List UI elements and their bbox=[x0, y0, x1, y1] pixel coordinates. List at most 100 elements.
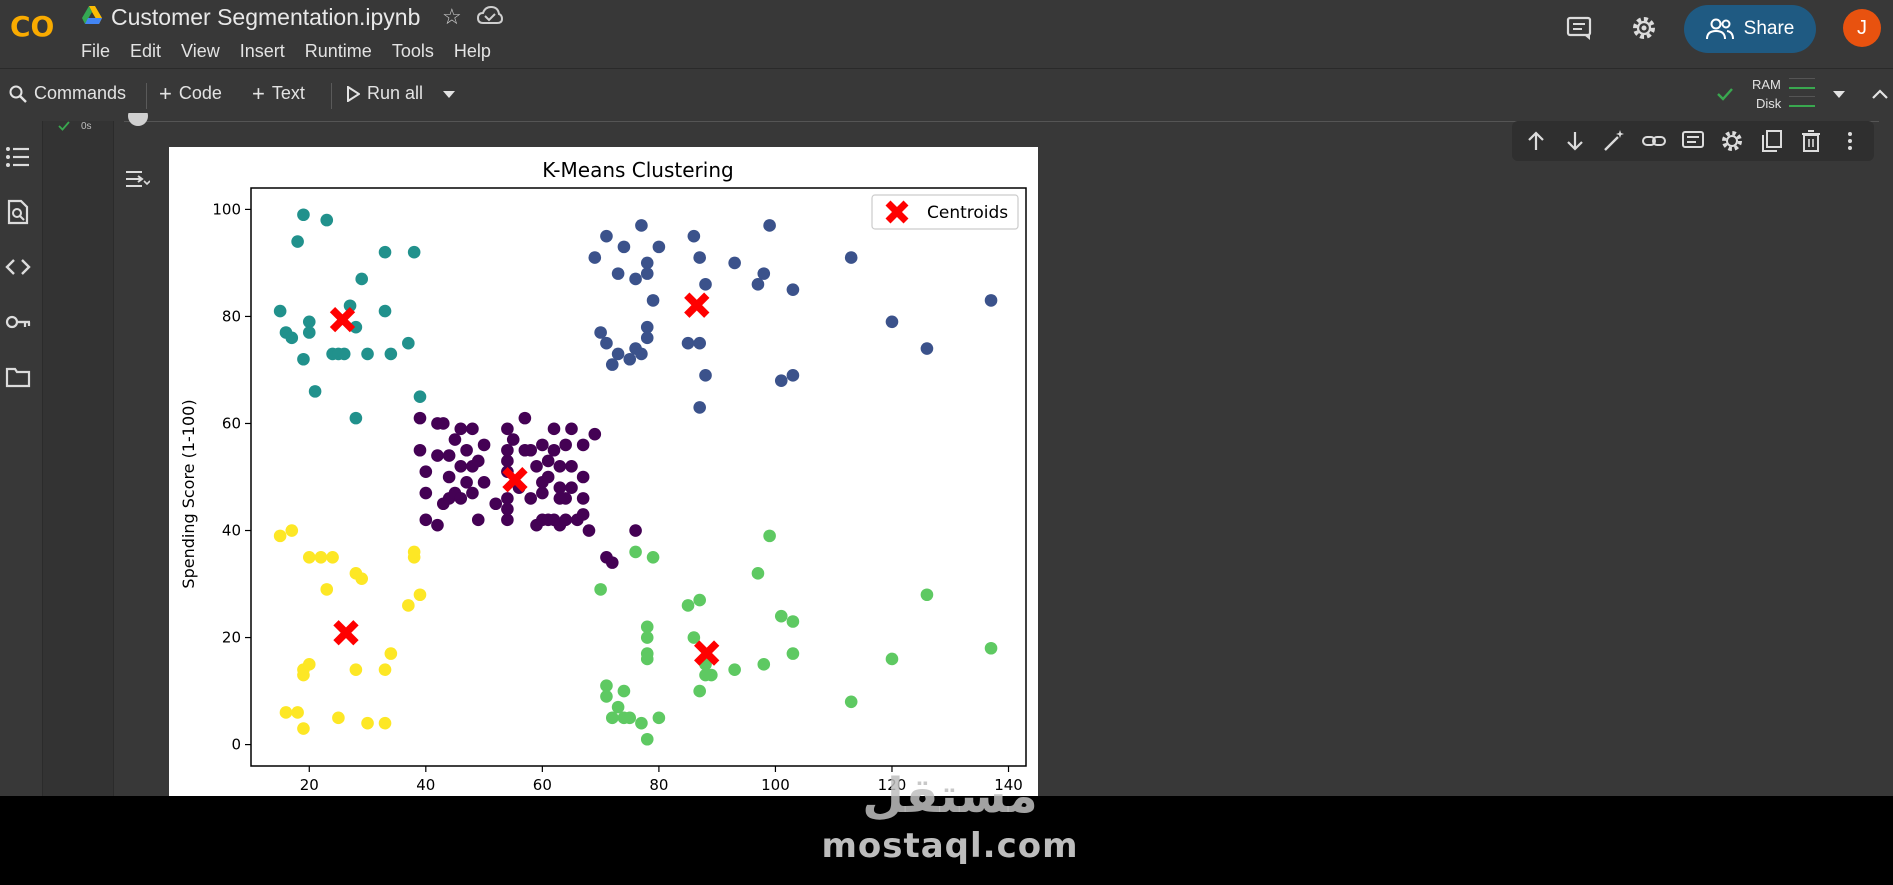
cluster-2-point bbox=[308, 385, 322, 398]
cluster-0-point bbox=[442, 470, 456, 484]
comment-icon[interactable] bbox=[1681, 129, 1705, 153]
collapse-chevron-up-icon[interactable] bbox=[1872, 89, 1888, 99]
execution-time: 0s bbox=[81, 121, 92, 132]
output-actions-icon[interactable] bbox=[124, 168, 150, 190]
settings-gear-icon[interactable] bbox=[1629, 13, 1659, 43]
cluster-1-point bbox=[693, 401, 706, 414]
more-vert-icon[interactable] bbox=[1838, 129, 1862, 153]
google-drive-icon[interactable] bbox=[82, 6, 102, 24]
star-icon[interactable]: ☆ bbox=[442, 4, 462, 29]
x-tick-label: 60 bbox=[533, 776, 552, 794]
code-label: Code bbox=[178, 83, 222, 103]
cluster-0-point bbox=[565, 481, 578, 495]
notebook-toolbar: Commands + Code + Text Run all RAM Disk bbox=[0, 68, 1893, 122]
cluster-1-point bbox=[646, 294, 660, 307]
cluster-4-point bbox=[355, 572, 369, 585]
cluster-0-point bbox=[588, 427, 602, 441]
find-replace-icon[interactable] bbox=[5, 199, 31, 225]
cluster-2-point bbox=[320, 213, 334, 227]
cluster-0-point bbox=[501, 492, 514, 505]
cluster-2-point bbox=[384, 347, 398, 361]
centroid-markers bbox=[329, 292, 720, 666]
menu-tools[interactable]: Tools bbox=[391, 41, 434, 61]
plus-icon: + bbox=[159, 80, 172, 106]
cluster-0-point bbox=[448, 433, 462, 446]
cluster-1-point bbox=[640, 267, 654, 280]
cluster-4-point bbox=[361, 716, 374, 730]
data-points bbox=[273, 208, 998, 746]
link-icon[interactable] bbox=[1641, 129, 1666, 153]
cluster-1-point bbox=[635, 219, 648, 232]
menu-edit[interactable]: Edit bbox=[130, 41, 162, 61]
cluster-0-point bbox=[419, 486, 433, 500]
cluster-2-point bbox=[349, 411, 363, 425]
cluster-3-point bbox=[984, 641, 998, 655]
menu-runtime[interactable]: Runtime bbox=[304, 41, 372, 61]
cluster-1-point bbox=[600, 336, 613, 350]
cluster-1-point bbox=[763, 219, 776, 232]
add-text-button[interactable]: + Text bbox=[252, 82, 305, 104]
cluster-4-point bbox=[297, 668, 310, 682]
cluster-0-point bbox=[576, 508, 590, 521]
cluster-1-point bbox=[920, 342, 934, 355]
resources-dropdown-icon[interactable] bbox=[1833, 91, 1845, 99]
ram-label: RAM bbox=[1752, 77, 1781, 92]
cluster-1-point bbox=[640, 256, 654, 270]
colab-logo[interactable]: CO bbox=[10, 10, 62, 42]
menu-help[interactable]: Help bbox=[453, 41, 491, 61]
run-all-dropdown-icon[interactable] bbox=[443, 91, 455, 99]
cluster-0-point bbox=[541, 470, 555, 484]
disk-usage-bar[interactable] bbox=[1789, 96, 1815, 107]
cluster-4-point bbox=[402, 599, 415, 612]
y-tick-label: 40 bbox=[222, 522, 241, 540]
run-cell-button-icon[interactable] bbox=[126, 113, 150, 127]
notebook-title[interactable]: Customer Segmentation.ipynb bbox=[111, 4, 421, 30]
cluster-1-point bbox=[984, 294, 998, 307]
files-folder-icon[interactable] bbox=[5, 364, 31, 390]
table-of-contents-icon[interactable] bbox=[5, 144, 31, 170]
comments-icon[interactable] bbox=[1564, 13, 1594, 43]
cluster-4-point bbox=[326, 550, 339, 564]
legend-box bbox=[871, 194, 1019, 230]
menu-insert[interactable]: Insert bbox=[239, 41, 285, 61]
add-code-button[interactable]: + Code bbox=[159, 80, 222, 106]
delete-icon[interactable] bbox=[1799, 129, 1823, 153]
commands-button[interactable]: Commands bbox=[9, 83, 126, 104]
cell-toolbar bbox=[1512, 121, 1874, 161]
menu-view[interactable]: View bbox=[181, 41, 220, 61]
user-avatar[interactable]: J bbox=[1843, 9, 1881, 47]
cluster-3-point bbox=[640, 631, 654, 644]
chart-title: K-Means Clustering bbox=[542, 158, 733, 182]
ram-usage-bar[interactable] bbox=[1789, 78, 1815, 89]
cluster-1-point bbox=[786, 369, 800, 382]
secrets-key-icon[interactable] bbox=[5, 309, 31, 335]
cluster-2-point bbox=[407, 245, 421, 259]
y-tick-label: 80 bbox=[222, 307, 241, 325]
cluster-1-point bbox=[611, 347, 625, 361]
cluster-2-point bbox=[378, 304, 392, 318]
cluster-0-point bbox=[559, 492, 572, 505]
cluster-1-point bbox=[640, 320, 654, 334]
cluster-0-point bbox=[431, 449, 444, 462]
move-down-icon[interactable] bbox=[1563, 129, 1587, 153]
connected-check-icon bbox=[1717, 88, 1733, 101]
share-button[interactable]: Share bbox=[1684, 5, 1816, 53]
axis-ticks: 20 40 60 80 100 120 140 0 20 40 60 80 100 bbox=[212, 200, 1022, 794]
cluster-3-point bbox=[640, 732, 654, 746]
x-tick-label: 140 bbox=[994, 776, 1023, 794]
x-tick-label: 120 bbox=[878, 776, 907, 794]
settings-icon[interactable] bbox=[1720, 129, 1744, 153]
move-up-icon[interactable] bbox=[1524, 129, 1548, 153]
cluster-4-point bbox=[320, 583, 334, 596]
run-success-check-icon bbox=[58, 121, 70, 131]
play-icon bbox=[347, 85, 360, 102]
mirror-cell-icon[interactable] bbox=[1760, 129, 1784, 153]
chart-legend: Centroids bbox=[871, 194, 1019, 230]
code-snippets-icon[interactable] bbox=[5, 254, 31, 280]
run-all-button[interactable]: Run all bbox=[346, 83, 423, 104]
menu-file[interactable]: File bbox=[81, 41, 111, 61]
cluster-1-point bbox=[693, 336, 706, 350]
cluster-3-point bbox=[640, 620, 654, 634]
cluster-0-point bbox=[413, 411, 427, 425]
edit-magic-icon[interactable] bbox=[1602, 129, 1626, 153]
